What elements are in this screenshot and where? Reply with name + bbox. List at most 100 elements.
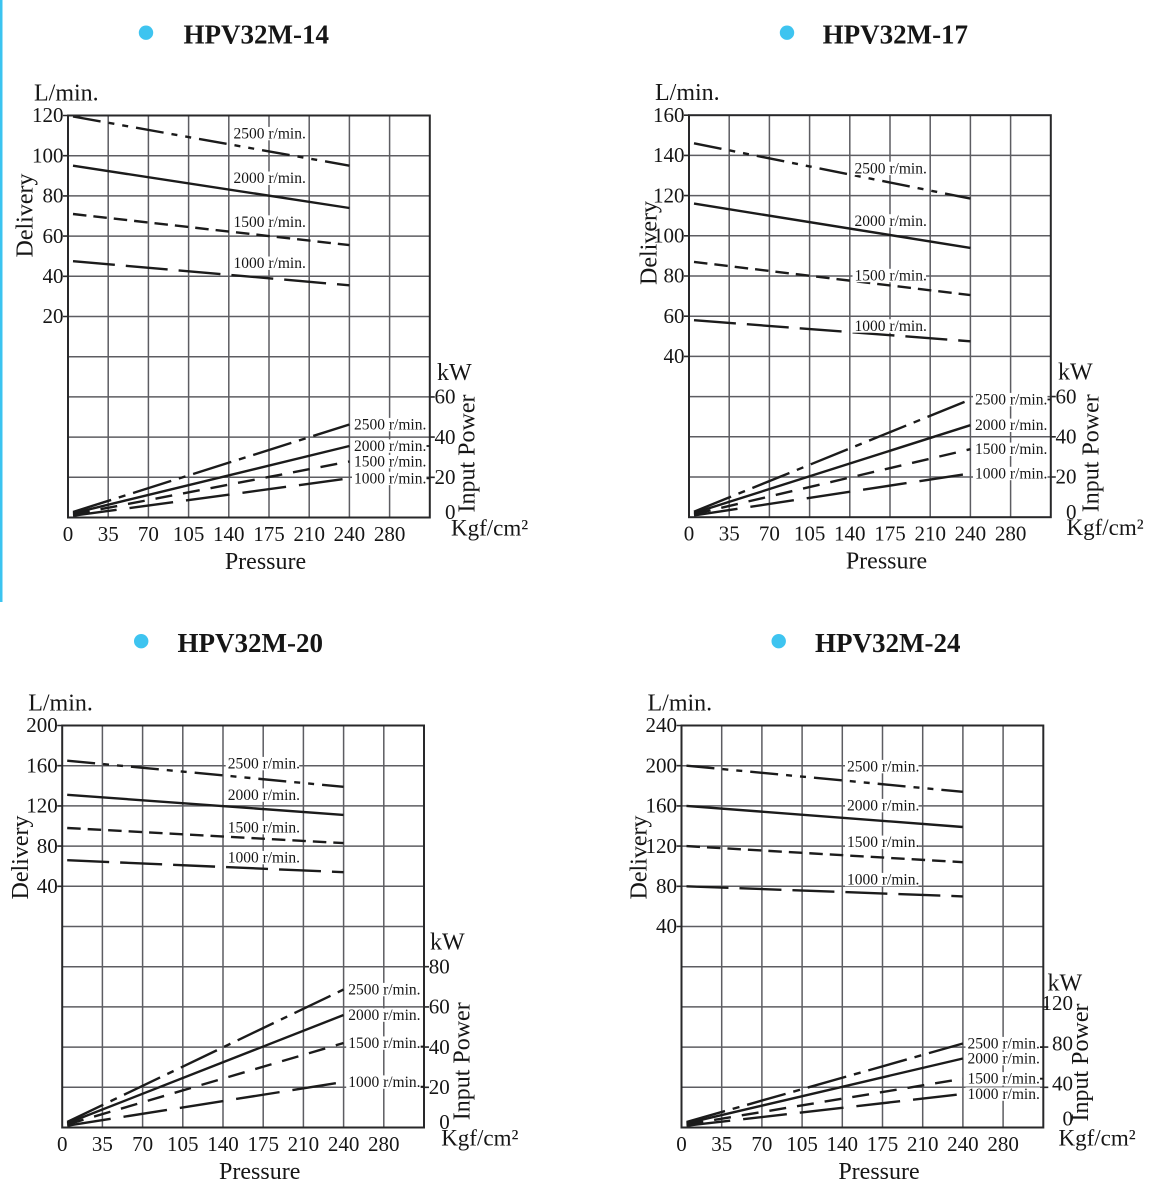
svg-text:Kgf/cm²: Kgf/cm²	[451, 516, 528, 541]
svg-text:20: 20	[43, 304, 64, 328]
svg-text:35: 35	[719, 522, 740, 546]
svg-text:1000 r/min.: 1000 r/min.	[975, 465, 1047, 482]
svg-text:1500 r/min.: 1500 r/min.	[234, 214, 306, 231]
svg-text:210: 210	[914, 522, 946, 546]
svg-text:Input Power: Input Power	[455, 395, 481, 513]
svg-text:105: 105	[167, 1132, 199, 1156]
svg-text:2500 r/min.: 2500 r/min.	[847, 759, 919, 776]
svg-text:1000 r/min.: 1000 r/min.	[968, 1086, 1040, 1103]
svg-text:35: 35	[98, 522, 119, 546]
svg-text:105: 105	[794, 522, 826, 546]
svg-text:80: 80	[429, 954, 450, 978]
svg-text:Pressure: Pressure	[225, 549, 306, 575]
svg-text:2000 r/min.: 2000 r/min.	[968, 1051, 1040, 1068]
svg-text:100: 100	[653, 224, 685, 248]
svg-text:80: 80	[656, 874, 677, 898]
svg-text:2500 r/min.: 2500 r/min.	[234, 126, 306, 143]
svg-text:240: 240	[334, 522, 366, 546]
svg-text:Pressure: Pressure	[219, 1159, 300, 1185]
svg-text:Kgf/cm²: Kgf/cm²	[1059, 1126, 1136, 1151]
svg-text:2000 r/min.: 2000 r/min.	[348, 1007, 420, 1024]
svg-text:120: 120	[653, 183, 685, 207]
svg-text:70: 70	[759, 522, 780, 546]
svg-text:2000 r/min.: 2000 r/min.	[228, 787, 300, 804]
svg-text:0: 0	[1063, 1107, 1074, 1131]
svg-text:Pressure: Pressure	[838, 1159, 919, 1185]
svg-text:240: 240	[328, 1132, 360, 1156]
svg-text:kW: kW	[1048, 971, 1083, 997]
svg-text:105: 105	[173, 522, 205, 546]
svg-text:200: 200	[646, 753, 678, 777]
svg-text:40: 40	[1056, 425, 1077, 449]
svg-text:240: 240	[947, 1132, 979, 1156]
svg-text:175: 175	[867, 1132, 899, 1156]
svg-text:80: 80	[43, 184, 64, 208]
svg-text:280: 280	[374, 522, 406, 546]
svg-text:2500 r/min.: 2500 r/min.	[975, 392, 1047, 409]
svg-text:60: 60	[43, 224, 64, 248]
svg-text:1000 r/min.: 1000 r/min.	[228, 850, 300, 867]
svg-text:1000 r/min.: 1000 r/min.	[348, 1074, 420, 1091]
svg-text:120: 120	[646, 834, 678, 858]
svg-text:2500 r/min.: 2500 r/min.	[228, 756, 300, 773]
svg-text:100: 100	[32, 143, 64, 167]
svg-text:140: 140	[827, 1132, 859, 1156]
svg-text:Delivery: Delivery	[8, 816, 34, 900]
svg-text:Kgf/cm²: Kgf/cm²	[1067, 515, 1144, 540]
svg-text:240: 240	[646, 713, 678, 737]
svg-text:210: 210	[907, 1132, 939, 1156]
svg-text:35: 35	[92, 1132, 113, 1156]
svg-text:175: 175	[253, 522, 285, 546]
svg-text:0: 0	[1066, 500, 1077, 524]
svg-text:HPV32M-20: HPV32M-20	[178, 628, 323, 658]
svg-text:0: 0	[63, 522, 74, 546]
svg-text:40: 40	[43, 264, 64, 288]
svg-text:1500 r/min.: 1500 r/min.	[847, 834, 919, 851]
svg-text:Delivery: Delivery	[637, 201, 663, 285]
svg-text:20: 20	[435, 465, 456, 489]
svg-text:160: 160	[646, 794, 678, 818]
svg-text:60: 60	[1056, 384, 1077, 408]
svg-text:60: 60	[429, 995, 450, 1019]
svg-text:200: 200	[26, 713, 58, 737]
svg-text:240: 240	[955, 522, 987, 546]
svg-text:80: 80	[37, 834, 58, 858]
svg-text:kW: kW	[1058, 360, 1093, 386]
svg-text:2000 r/min.: 2000 r/min.	[234, 170, 306, 187]
svg-text:HPV32M-14: HPV32M-14	[184, 20, 329, 50]
svg-text:1000 r/min.: 1000 r/min.	[354, 470, 426, 487]
svg-text:0: 0	[676, 1132, 687, 1156]
svg-text:140: 140	[834, 522, 866, 546]
svg-text:0: 0	[684, 522, 695, 546]
svg-text:0: 0	[57, 1132, 67, 1156]
svg-text:2000 r/min.: 2000 r/min.	[354, 438, 426, 455]
svg-text:1500 r/min.: 1500 r/min.	[228, 820, 300, 837]
svg-text:Input Power: Input Power	[1068, 1004, 1094, 1122]
svg-text:40: 40	[664, 344, 685, 368]
svg-text:L/min.: L/min.	[648, 691, 713, 717]
svg-text:175: 175	[874, 522, 906, 546]
svg-text:2000 r/min.: 2000 r/min.	[855, 213, 927, 230]
svg-text:210: 210	[288, 1132, 320, 1156]
svg-text:60: 60	[435, 385, 456, 409]
svg-text:40: 40	[37, 874, 58, 898]
svg-text:HPV32M-24: HPV32M-24	[815, 628, 960, 658]
svg-text:L/min.: L/min.	[34, 81, 99, 107]
svg-text:20: 20	[429, 1075, 450, 1099]
svg-text:35: 35	[711, 1132, 732, 1156]
svg-text:160: 160	[653, 103, 685, 127]
svg-text:40: 40	[429, 1035, 450, 1059]
svg-text:2000 r/min.: 2000 r/min.	[975, 417, 1047, 434]
svg-text:70: 70	[132, 1132, 153, 1156]
svg-text:1500 r/min.: 1500 r/min.	[354, 454, 426, 471]
svg-text:0: 0	[439, 1110, 450, 1134]
svg-text:2500 r/min.: 2500 r/min.	[348, 982, 420, 999]
svg-text:70: 70	[138, 522, 159, 546]
svg-text:1000 r/min.: 1000 r/min.	[847, 872, 919, 889]
svg-text:Input Power: Input Power	[1079, 394, 1105, 512]
svg-text:140: 140	[213, 522, 245, 546]
svg-text:105: 105	[786, 1132, 818, 1156]
svg-text:kW: kW	[430, 930, 465, 956]
svg-text:Kgf/cm²: Kgf/cm²	[441, 1126, 518, 1151]
svg-text:L/min.: L/min.	[655, 80, 720, 106]
